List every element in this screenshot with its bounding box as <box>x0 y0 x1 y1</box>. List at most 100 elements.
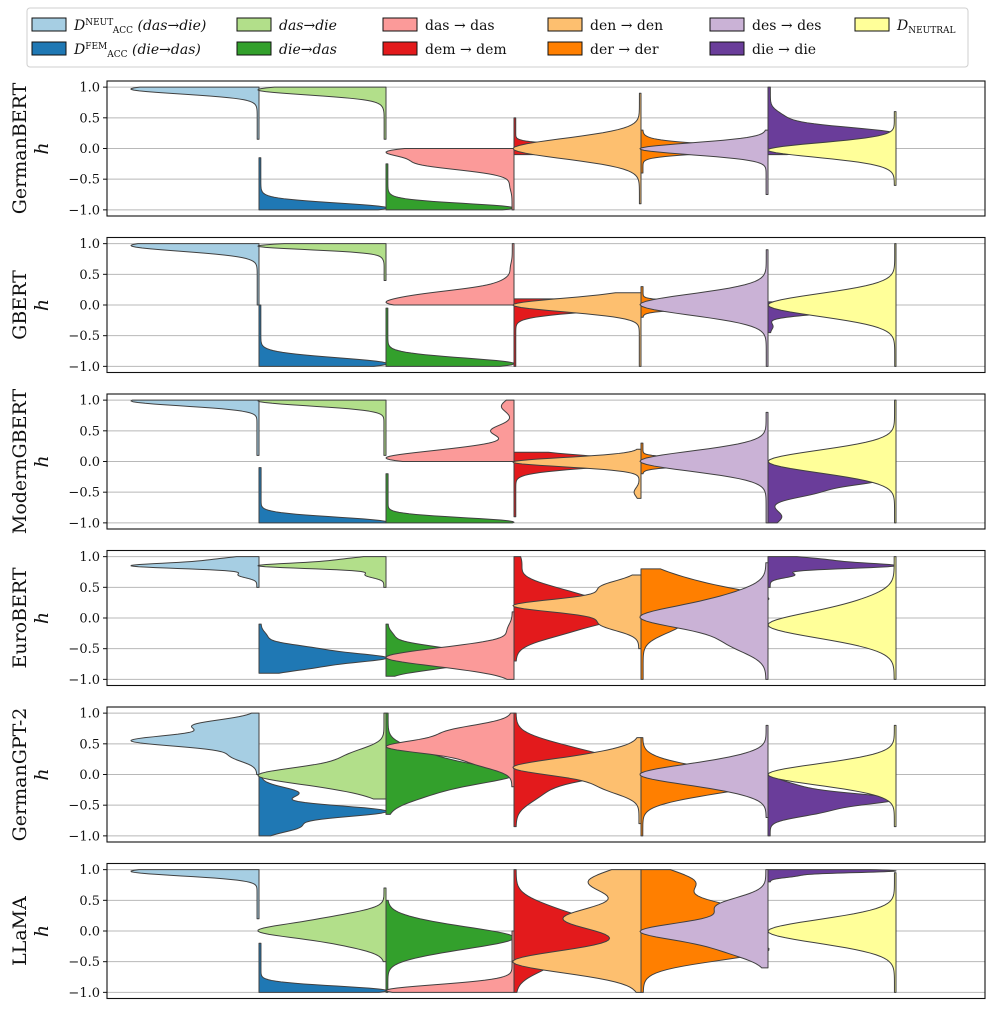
legend-entry-das_die: das→die <box>236 17 337 34</box>
ytick-label: 1.0 <box>79 394 100 409</box>
ytick-label: −1.0 <box>68 829 100 844</box>
legend-swatch-neut <box>31 17 67 32</box>
legend-entry-neutral: DNEUTRAL <box>854 17 956 36</box>
ytick-label: 0.5 <box>79 268 100 283</box>
ytick-label: 0.5 <box>79 581 100 596</box>
violin-neutral <box>767 872 897 993</box>
violin-neut <box>130 86 260 140</box>
ytick-label: −0.5 <box>68 173 100 188</box>
violin-des_des <box>639 411 769 524</box>
axes-frame <box>106 236 986 374</box>
ytick-label: 0.0 <box>79 142 100 157</box>
legend-entry-das_das: das → das <box>382 17 495 34</box>
legend-entry-dem_dem: dem → dem <box>382 41 507 58</box>
legend-entry-fem: DFEMACC (die→das) <box>31 41 201 60</box>
ytick-label: −1.0 <box>68 516 100 531</box>
ytick-label: 1.0 <box>79 237 100 252</box>
legend-label-die_das: die→das <box>279 42 337 58</box>
violin-den_den <box>512 574 642 650</box>
model-name-label: GBERT <box>9 270 31 340</box>
violin-die_die <box>767 556 897 588</box>
violin-das_die <box>257 887 387 963</box>
violin-das_das <box>385 243 515 306</box>
legend-label-das_das: das → das <box>425 18 495 34</box>
legend-frame <box>26 7 969 68</box>
legend-swatch-das_die <box>236 17 272 32</box>
model-name-label: GermanBERT <box>9 82 31 214</box>
violin-fem <box>258 304 388 367</box>
model-name-label: ModernGBERT <box>9 389 31 535</box>
ytick-label: 1.0 <box>79 550 100 565</box>
y-axis-label: h <box>31 299 53 311</box>
violin-neutral <box>767 556 897 680</box>
legend-entry-des_des: des → des <box>709 17 822 34</box>
panel-llama: 1.0 0.5 0.0 −0.5 −1.0 LLaMA h <box>9 862 986 1001</box>
ytick-label: −0.5 <box>68 329 100 344</box>
violin-das_das <box>385 148 515 211</box>
panel-gbert: 1.0 0.5 0.0 −0.5 −1.0 GBERT h <box>9 236 986 375</box>
legend-label-den_den: den → den <box>590 18 663 34</box>
violin-das_die <box>257 243 387 281</box>
ytick-label: 1.0 <box>79 863 100 878</box>
ytick-label: 0.5 <box>79 737 100 752</box>
legend-swatch-der_der <box>547 41 583 56</box>
ytick-label: −0.5 <box>68 799 100 814</box>
violin-des_des <box>639 129 769 196</box>
legend: DNEUTACC (das→die) DFEMACC (die→das) das→d… <box>26 7 969 68</box>
axes-frame <box>106 393 986 530</box>
ytick-label: −1.0 <box>68 360 100 375</box>
ytick-label: −1.0 <box>68 673 100 688</box>
violin-neut <box>130 399 260 456</box>
legend-label-fem: DFEMACC (die→das) <box>73 42 201 60</box>
violin-die_das <box>385 712 515 815</box>
violin-neut <box>130 712 260 775</box>
violin-die_die <box>767 774 897 837</box>
y-axis-label: h <box>31 925 53 937</box>
axes-frame <box>106 862 986 1000</box>
violin-das_die <box>257 556 387 588</box>
violin-das_die <box>257 86 387 140</box>
legend-swatch-neutral <box>854 17 890 32</box>
violin-fem <box>258 942 388 993</box>
legend-label-neut: DNEUTACC (das→die) <box>73 18 206 36</box>
legend-entry-die_die: die → die <box>709 41 816 58</box>
ytick-label: −0.5 <box>68 642 100 657</box>
axes-frame <box>106 706 986 843</box>
ytick-label: 0.0 <box>79 925 100 940</box>
legend-entry-der_der: der → der <box>547 41 659 58</box>
violin-den_den <box>512 448 642 499</box>
legend-swatch-die_die <box>709 41 745 56</box>
violin-die_das <box>385 899 515 993</box>
ytick-label: 1.0 <box>79 707 100 722</box>
legend-swatch-den_den <box>547 17 583 32</box>
y-axis-label: h <box>31 612 53 624</box>
model-name-label: EuroBERT <box>9 567 31 668</box>
violin-das_die <box>257 399 387 456</box>
violin-das_das <box>385 930 515 993</box>
legend-label-neutral: DNEUTRAL <box>896 18 956 36</box>
y-axis-label: h <box>31 768 53 780</box>
violin-den_den <box>512 869 642 993</box>
violin-die_das <box>385 307 515 367</box>
violin-neutral <box>767 243 897 367</box>
violin-die_das <box>385 473 515 524</box>
violin-neutral <box>767 724 897 828</box>
violin-neutral <box>767 399 897 524</box>
violin-neut <box>130 556 260 588</box>
violin-fem <box>258 774 388 837</box>
violin-den_den <box>512 292 642 367</box>
violin-den_den <box>512 92 642 205</box>
ytick-label: 0.0 <box>79 299 100 314</box>
violin-das_die <box>257 712 387 800</box>
legend-swatch-das_das <box>382 17 418 32</box>
axes-frame <box>106 549 986 687</box>
violin-fem <box>258 157 388 211</box>
legend-label-des_des: des → des <box>752 18 822 34</box>
panel-moderngbert: 1.0 0.5 0.0 −0.5 −1.0 ModernGBERT h <box>9 389 986 535</box>
y-axis-label: h <box>31 455 53 467</box>
y-axis-label: h <box>31 142 53 154</box>
axes-frame <box>106 80 986 217</box>
ytick-label: 0.5 <box>79 894 100 909</box>
ytick-label: 0.5 <box>79 111 100 126</box>
